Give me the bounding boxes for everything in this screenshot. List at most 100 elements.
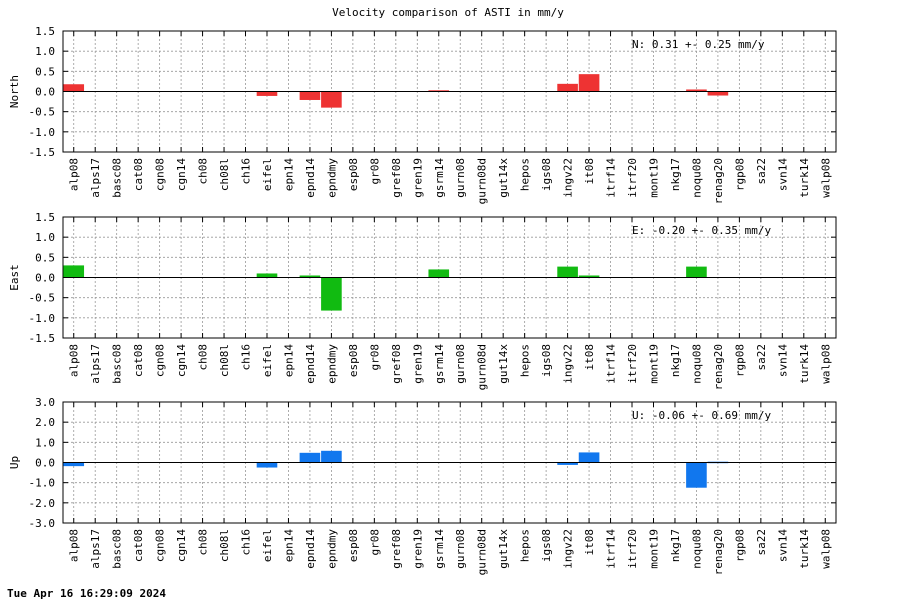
east-category-label: eifel <box>261 344 274 377</box>
north-bar-eifel <box>256 91 278 96</box>
north-category-label: itrf20 <box>626 158 639 198</box>
north-category-label: alp08 <box>68 158 81 191</box>
north-bar-renag20 <box>707 91 729 96</box>
up-category-label: esp08 <box>347 529 360 562</box>
up-category-label: it08 <box>583 529 596 556</box>
east-category-label: esp08 <box>347 344 360 377</box>
up-category-label: alp08 <box>68 529 81 562</box>
east-bar-ingv22 <box>557 266 578 278</box>
east-category-label: epnd14 <box>304 344 317 384</box>
up-category-label: ch08 <box>197 529 210 556</box>
north-category-label: noqu08 <box>690 158 703 198</box>
up-stat-label: U: -0.06 +- 0.69 mm/y <box>632 409 771 422</box>
up-category-label: cgn14 <box>175 529 188 562</box>
north-category-label: gr08 <box>368 158 381 185</box>
north-bar-epnd14 <box>299 91 321 100</box>
up-category-label: sa22 <box>755 529 768 556</box>
up-category-label: epndmy <box>325 529 338 569</box>
north-category-label: ch08l <box>218 158 231 191</box>
up-bar-epnd14 <box>299 452 321 463</box>
up-category-label: ch08l <box>218 529 231 562</box>
north-ylabel: North <box>8 75 21 108</box>
chart-title: Velocity comparison of ASTI in mm/y <box>332 6 564 19</box>
up-category-label: gurn08 <box>454 529 467 569</box>
east-category-label: gut14x <box>497 344 510 384</box>
up-category-label: epnd14 <box>304 529 317 569</box>
up-category-label: ingv22 <box>562 529 575 569</box>
north-category-label: renag20 <box>712 158 725 204</box>
up-panel: 3.0 2.0 1.0 0.0 -1.0 -2.0 -3.0 alp08 alps17 basc0… <box>8 396 837 575</box>
east-category-label: ch08 <box>197 344 210 371</box>
east-category-label: ch08l <box>218 344 231 377</box>
timestamp-footer: Tue Apr 16 16:29:09 2024 <box>7 587 166 600</box>
north-ytick-label: 0.0 <box>35 86 55 99</box>
up-category-label: gsrm14 <box>433 529 446 569</box>
up-ytick-label: 0.0 <box>35 457 55 470</box>
up-bar-noqu08 <box>686 462 707 488</box>
east-category-label: gurn08 <box>454 344 467 384</box>
east-category-label: walp08 <box>819 344 832 384</box>
east-bar-noqu08 <box>686 266 707 278</box>
up-bar-epndmy <box>321 450 342 463</box>
up-bar-it08 <box>578 452 600 463</box>
east-bar-epndmy <box>321 277 342 311</box>
east-ytick-label: 1.0 <box>35 231 55 244</box>
east-ytick-label: 1.5 <box>35 211 55 224</box>
up-bar-alp08 <box>63 462 85 467</box>
up-category-label: alps17 <box>89 529 102 569</box>
east-category-label: epn14 <box>282 344 295 377</box>
north-category-label: mont19 <box>647 158 660 198</box>
up-category-label: epn14 <box>282 529 295 562</box>
north-category-label: rgp08 <box>733 158 746 191</box>
up-category-label: gren19 <box>411 529 424 569</box>
north-category-label: cgn14 <box>175 158 188 191</box>
east-category-label: mont19 <box>647 344 660 384</box>
north-ytick-label: 0.5 <box>35 65 55 78</box>
east-category-label: gsrm14 <box>433 344 446 384</box>
east-category-label: basc08 <box>111 344 124 384</box>
north-panel: 1.5 1.0 0.5 0.0 -0.5 -1.0 -1.5 alp08 alps17 basc0… <box>8 25 837 204</box>
east-category-label: alp08 <box>68 344 81 377</box>
east-category-label: cat08 <box>132 344 145 377</box>
east-category-label: gurn08d <box>476 344 489 390</box>
up-category-label: igs08 <box>540 529 553 562</box>
north-bar-it08 <box>578 74 600 92</box>
up-category-label: gr08 <box>368 529 381 556</box>
north-category-label: alps17 <box>89 158 102 198</box>
up-category-label: svn14 <box>776 529 789 562</box>
up-category-label: rgp08 <box>733 529 746 562</box>
east-category-label: turk14 <box>798 344 811 384</box>
up-category-label: itrf14 <box>605 529 618 569</box>
up-category-label: eifel <box>261 529 274 562</box>
north-category-label: ingv22 <box>562 158 575 198</box>
up-category-label: gurn08d <box>476 529 489 575</box>
east-category-label: gref08 <box>390 344 403 384</box>
north-category-label: gref08 <box>390 158 403 198</box>
north-category-label: gurn08d <box>476 158 489 204</box>
up-ytick-label: -3.0 <box>29 517 56 530</box>
east-category-label: svn14 <box>776 344 789 377</box>
east-category-label: epndmy <box>325 344 338 384</box>
up-category-label: walp08 <box>819 529 832 569</box>
up-ytick-label: 2.0 <box>35 416 55 429</box>
east-category-label: gren19 <box>411 344 424 384</box>
up-category-label: gref08 <box>390 529 403 569</box>
up-category-label: noqu08 <box>690 529 703 569</box>
east-ytick-label: 0.0 <box>35 272 55 285</box>
north-category-label: ch16 <box>240 158 253 185</box>
north-bar-noqu08 <box>686 89 707 92</box>
east-bar-alp08 <box>63 265 85 278</box>
north-category-label: hepos <box>519 158 532 191</box>
north-category-label: gut14x <box>497 158 510 198</box>
east-category-label: igs08 <box>540 344 553 377</box>
north-category-label: walp08 <box>819 158 832 198</box>
up-category-label: hepos <box>519 529 532 562</box>
north-category-label: ch08 <box>197 158 210 185</box>
up-ytick-label: -1.0 <box>29 477 56 490</box>
north-category-label: basc08 <box>111 158 124 198</box>
north-category-label: eifel <box>261 158 274 191</box>
up-ytick-label: -2.0 <box>29 497 56 510</box>
up-category-label: turk14 <box>798 529 811 569</box>
north-category-label: svn14 <box>776 158 789 191</box>
